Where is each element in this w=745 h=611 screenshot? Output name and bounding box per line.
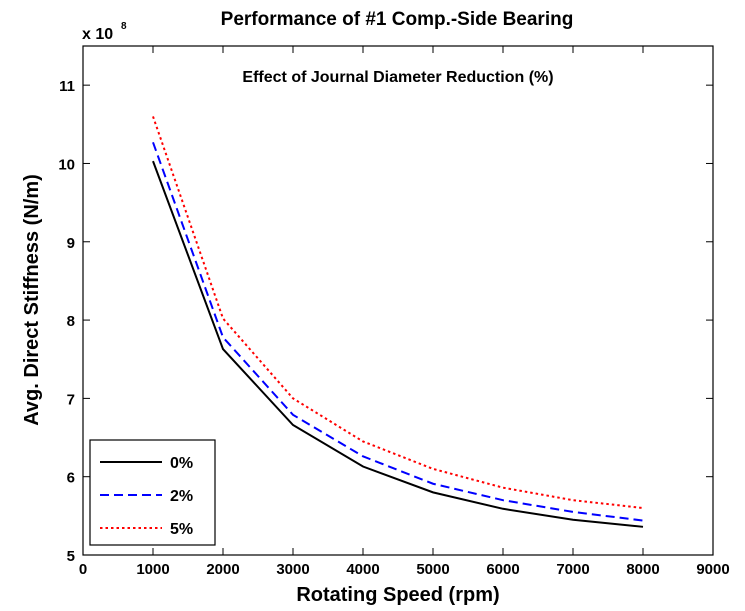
y-multiplier-label: x 10 [82, 26, 113, 43]
legend-label: 0% [170, 455, 193, 472]
x-tick-label: 9000 [696, 561, 729, 578]
x-axis: 0 1000 2000 3000 4000 5000 6000 7000 8000 9000 [79, 46, 730, 578]
x-tick-label: 3000 [276, 561, 309, 578]
x-tick-label: 5000 [416, 561, 449, 578]
x-tick-label: 4000 [346, 561, 379, 578]
y-tick-label: 11 [59, 78, 75, 95]
x-tick-label: 6000 [486, 561, 519, 578]
series-line-0-percent [152, 160, 644, 528]
chart-subtitle: Effect of Journal Diameter Reduction (%) [242, 69, 553, 86]
legend: 0% 2% 5% [89, 439, 216, 546]
x-tick-label: 7000 [556, 561, 589, 578]
chart-title: Performance of #1 Comp.-Side Bearing [221, 9, 574, 30]
y-multiplier-exponent: 8 [121, 21, 127, 32]
series-line-5-percent [152, 116, 644, 510]
x-tick-label: 1000 [136, 561, 169, 578]
y-tick-label: 7 [67, 391, 75, 408]
y-tick-label: 5 [67, 548, 75, 565]
y-axis-label: Avg. Direct Stiffness (N/m) [21, 174, 43, 426]
series-line-2-percent [152, 141, 644, 522]
x-axis-label: Rotating Speed (rpm) [296, 584, 499, 606]
x-tick-label: 0 [79, 561, 87, 578]
y-tick-label: 10 [58, 156, 75, 173]
y-tick-label: 9 [67, 235, 75, 252]
legend-label: 2% [170, 488, 193, 505]
y-axis: 5 6 7 8 9 10 11 [58, 78, 713, 565]
series-layer [152, 116, 644, 528]
legend-box [89, 439, 216, 546]
x-tick-label: 8000 [626, 561, 659, 578]
y-tick-label: 8 [67, 313, 75, 330]
y-tick-label: 6 [67, 470, 75, 487]
x-tick-label: 2000 [206, 561, 239, 578]
legend-label: 5% [170, 521, 193, 538]
